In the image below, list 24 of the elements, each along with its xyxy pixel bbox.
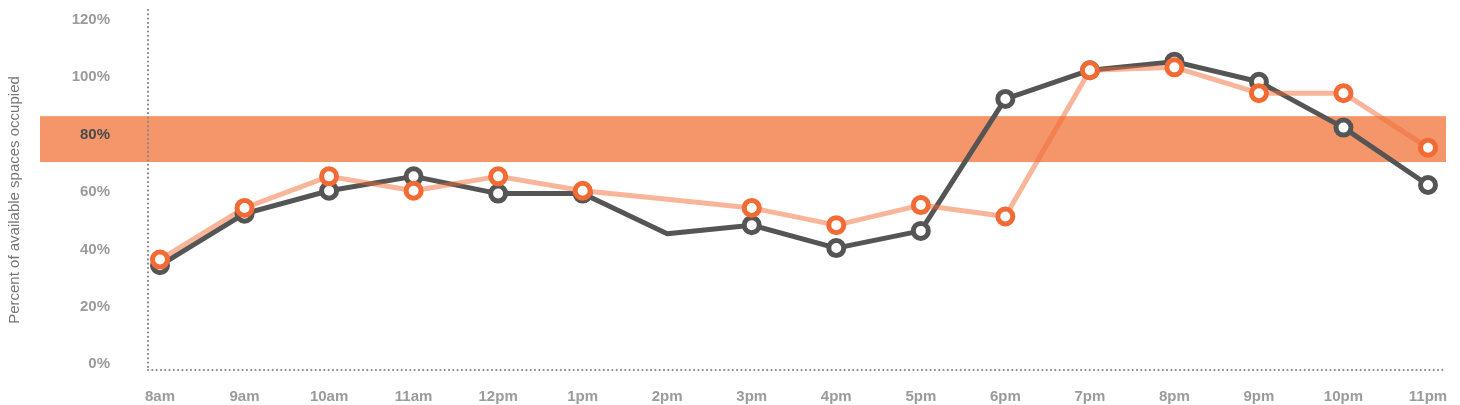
y-tick-label: 0% xyxy=(88,354,110,372)
x-tick-label: 10am xyxy=(309,386,349,404)
x-tick-label: 3pm xyxy=(736,386,768,404)
x-tick-label: 1pm xyxy=(567,386,599,404)
x-tick-label: 10pm xyxy=(1323,386,1364,404)
y-tick-label: 80% xyxy=(79,124,110,142)
y-tick-label: 20% xyxy=(79,296,110,314)
x-tick-label: 8pm xyxy=(1158,386,1190,404)
y-tick-label: 40% xyxy=(79,239,110,257)
x-tick-label: 7pm xyxy=(1074,386,1106,404)
y-tick-label: 100% xyxy=(71,67,110,85)
x-tick-label: 9pm xyxy=(1243,386,1275,404)
x-tick-label: 12pm xyxy=(478,386,518,404)
x-tick-label: 2pm xyxy=(651,386,683,404)
x-tick-label: 6pm xyxy=(989,386,1021,404)
x-tick-label: 4pm xyxy=(820,386,852,404)
x-tick-label: 9am xyxy=(229,386,260,404)
x-tick-label: 11pm xyxy=(1408,386,1448,404)
y-tick-label: 120% xyxy=(71,10,110,28)
y-axis-title: Percent of available spaces occupied xyxy=(4,76,22,324)
x-tick-label: 5pm xyxy=(905,386,937,404)
y-tick-label: 60% xyxy=(79,182,110,200)
x-tick-label: 11am xyxy=(394,386,433,404)
x-tick-label: 8am xyxy=(144,386,176,404)
